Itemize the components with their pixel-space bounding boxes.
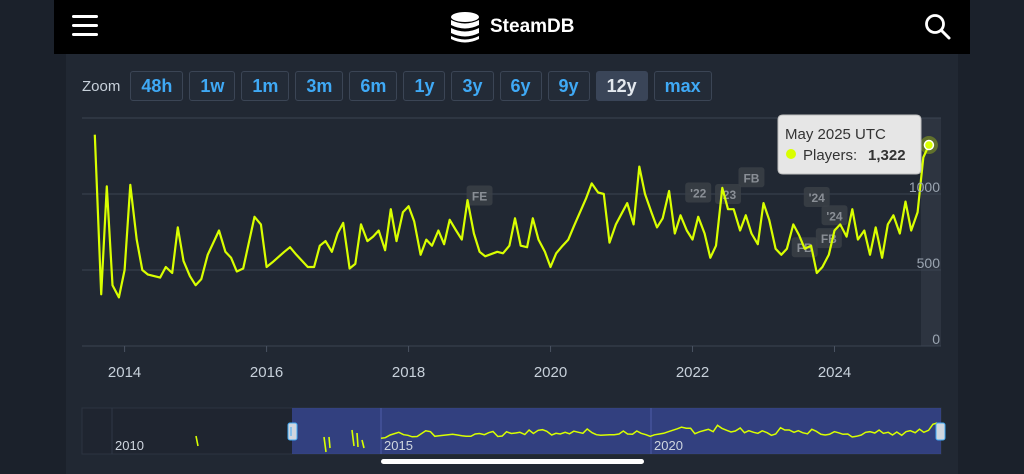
x-tick-label-2016: 2016 [250, 364, 283, 381]
annotation-flag-0: FE [466, 185, 493, 206]
zoom-button-3y[interactable]: 3y [451, 71, 494, 101]
zoom-button-max[interactable]: max [653, 71, 712, 101]
x-tick-label-2020: 2020 [534, 364, 567, 381]
y-tick-label-500: 500 [917, 255, 941, 271]
zoom-selector: Zoom 48h 1w 1m 3m 6m 1y 3y 6y 9y 12y max [82, 70, 712, 102]
y-tick-label-1000: 1000 [909, 179, 940, 195]
annotation-bg-5 [821, 205, 848, 226]
search-icon[interactable] [924, 13, 952, 41]
grid-lines [82, 117, 941, 352]
navigator-early-spikes [195, 429, 365, 453]
zoom-button-1w[interactable]: 1w [189, 71, 236, 101]
x-axis-labels: 2014 2016 2018 2020 2022 2024 [108, 364, 851, 381]
hamburger-menu-icon[interactable] [72, 15, 98, 39]
annotation-flag-2: '23 [715, 184, 742, 204]
zoom-label: Zoom [82, 77, 121, 95]
zoom-button-9y[interactable]: 9y [547, 71, 590, 101]
navigator-label-2010: 2010 [115, 438, 144, 453]
annotation-text-3: FB [743, 171, 759, 185]
zoom-button-12y[interactable]: 12y [595, 71, 648, 101]
zoom-button-1m[interactable]: 1m [241, 71, 290, 101]
navigator-right-handle[interactable] [935, 422, 946, 441]
annotation-text-1: '22 [690, 186, 707, 200]
highlight-point[interactable] [923, 139, 935, 151]
zoom-button-6m[interactable]: 6m [349, 71, 398, 101]
annotation-bg-1 [685, 182, 712, 203]
tooltip-series-label: Players: [803, 147, 857, 164]
tooltip: May 2025 UTC Players: 1,322 [777, 114, 922, 175]
annotation-bg-7 [815, 228, 842, 249]
hover-band [921, 118, 941, 346]
annotation-flag-1: '22 [685, 182, 712, 203]
y-axis-labels: 0 500 1000 [909, 179, 940, 347]
annotation-bg-3 [738, 167, 765, 188]
steamdb-database-icon [451, 12, 479, 43]
x-tick-label-2022: 2022 [676, 364, 709, 381]
annotation-text-0: FE [472, 190, 487, 204]
annotation-text-5: '24 [826, 209, 843, 223]
annotation-flag-5: '24 [821, 205, 848, 226]
navigator-series-line [380, 422, 938, 440]
top-navbar: SteamDB [54, 0, 970, 54]
tooltip-value: 1,322 [868, 147, 906, 164]
players-series-line [93, 134, 930, 299]
zoom-button-6y[interactable]: 6y [499, 71, 542, 101]
app-title: SteamDB [490, 16, 575, 37]
navigator-left-handle[interactable] [287, 422, 298, 441]
annotation-flag-3: FB [738, 167, 765, 188]
annotation-flag-4: '24 [803, 187, 830, 208]
zoom-button-48h[interactable]: 48h [130, 71, 184, 101]
x-tick-label-2024: 2024 [818, 364, 851, 381]
left-margin [0, 0, 54, 474]
steamdb-logo[interactable]: SteamDB [448, 10, 574, 44]
annotation-flag-7: FB [815, 228, 842, 249]
zoom-button-1y[interactable]: 1y [403, 71, 446, 101]
x-tick-label-2018: 2018 [392, 364, 425, 381]
navigator-selection[interactable] [292, 408, 941, 454]
annotation-bg-4 [803, 187, 830, 208]
annotation-bg-0 [466, 185, 493, 206]
annotation-text-4: '24 [809, 191, 826, 205]
navigator-label-2020: 2020 [654, 438, 683, 453]
x-tick-label-2014: 2014 [108, 364, 141, 381]
range-navigator[interactable]: 2010 2015 2020 [81, 407, 946, 455]
tooltip-series-dot [786, 149, 796, 159]
tooltip-date: May 2025 UTC [785, 126, 886, 143]
navigator-label-2015: 2015 [384, 438, 413, 453]
zoom-button-3m[interactable]: 3m [295, 71, 344, 101]
home-indicator [381, 459, 644, 464]
y-tick-label-0: 0 [932, 331, 940, 347]
